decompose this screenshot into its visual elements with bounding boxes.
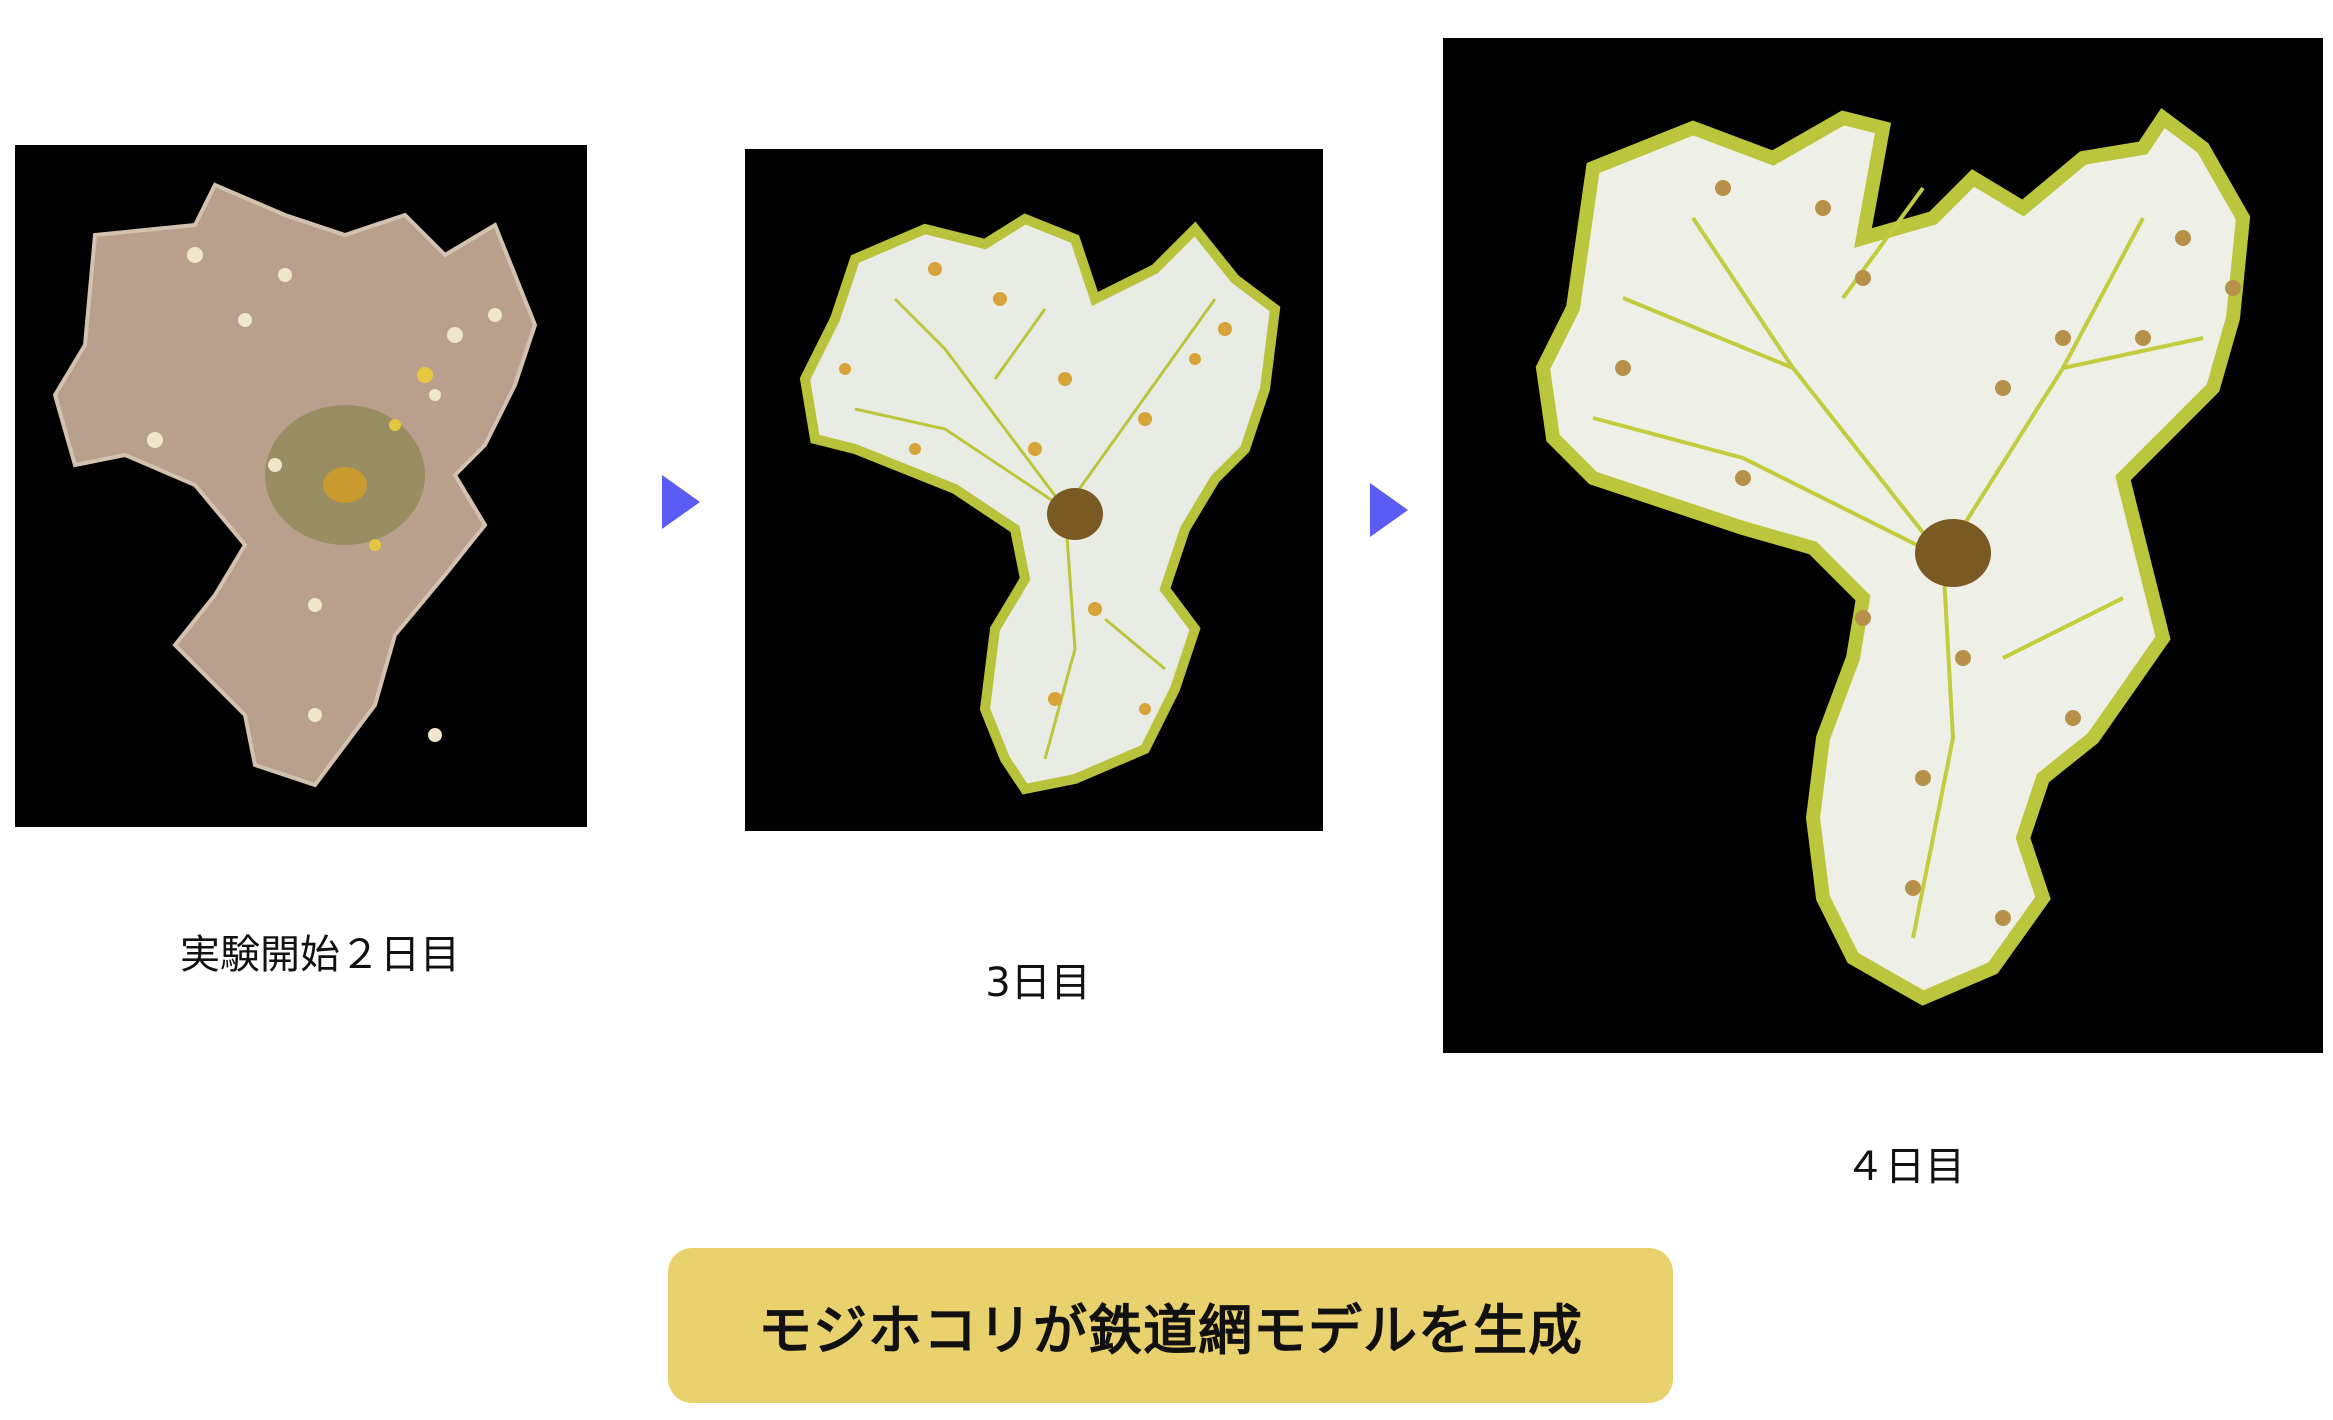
arrow-right-icon xyxy=(1370,483,1408,537)
caption-day-2: 実験開始２日目 xyxy=(180,932,460,978)
slime-mold-day-4-photo xyxy=(1443,38,2323,1053)
caption-day-4: ４日目 xyxy=(1845,1144,1965,1190)
slime-mold-day-3-photo xyxy=(745,149,1323,831)
arrow-right-icon xyxy=(662,475,700,529)
summary-banner: モジホコリが鉄道網モデルを生成 xyxy=(668,1248,1673,1403)
banner-text: モジホコリが鉄道網モデルを生成 xyxy=(758,1299,1583,1362)
slime-mold-day-2-photo xyxy=(15,145,587,827)
caption-day-3: 3日目 xyxy=(985,960,1091,1006)
